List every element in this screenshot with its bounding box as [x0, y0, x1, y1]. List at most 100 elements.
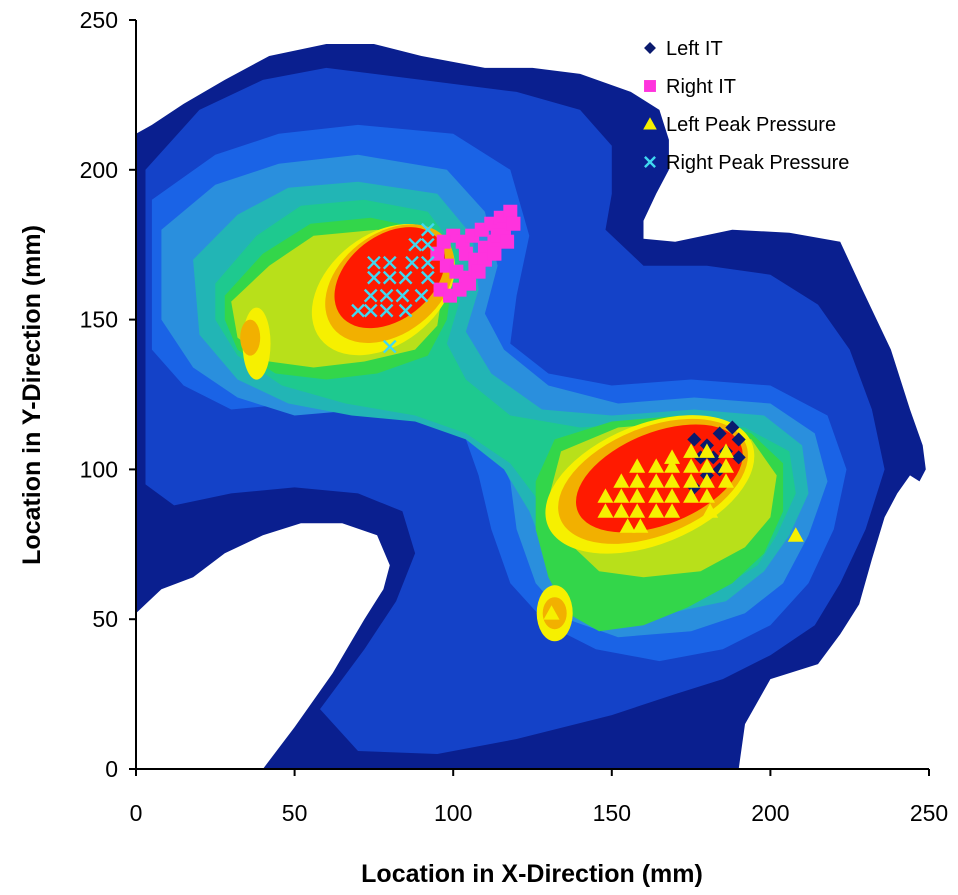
data-point: [702, 503, 719, 518]
data-point: [683, 458, 700, 473]
pressure-contour-map: [136, 44, 926, 769]
data-point: [787, 527, 804, 542]
data-point: [398, 270, 413, 285]
legend-marker: [644, 80, 656, 92]
data-point: [379, 288, 394, 303]
data-point: [367, 270, 381, 285]
y-tick-label: 100: [80, 456, 118, 482]
data-point: [664, 458, 681, 473]
data-point: [382, 255, 397, 270]
data-point: [351, 303, 365, 318]
data-point: [664, 503, 681, 518]
data-point: [687, 432, 702, 447]
data-point: [629, 458, 646, 473]
x-tick-label: 150: [593, 800, 631, 826]
legend-entry: Left IT: [644, 38, 723, 60]
data-point: [717, 473, 734, 488]
data-point: [731, 432, 746, 447]
legend-entry: Right IT: [644, 76, 736, 98]
data-point: [683, 473, 700, 488]
data-point: [506, 216, 521, 231]
x-axis-title: Location in X-Direction (mm): [361, 860, 703, 888]
y-axis-title: Location in Y-Direction (mm): [18, 225, 46, 565]
series-right-it: [430, 204, 521, 303]
legend-entry: Right Peak Pressure: [644, 152, 849, 174]
data-point: [420, 270, 435, 285]
data-point: [648, 473, 665, 488]
data-point: [405, 255, 419, 270]
legend-label: Right Peak Pressure: [666, 152, 849, 174]
x-tick-label: 0: [130, 800, 143, 826]
data-point: [698, 458, 715, 473]
legend-entry: Left Peak Pressure: [643, 114, 836, 136]
data-point: [648, 503, 665, 518]
data-point: [648, 458, 665, 473]
legend-label: Left IT: [666, 38, 723, 60]
data-point: [698, 443, 715, 458]
data-point: [597, 503, 614, 518]
data-point: [629, 503, 646, 518]
data-point: [664, 449, 681, 464]
data-point: [629, 488, 646, 503]
data-point: [487, 246, 502, 261]
contour-level-10c: [240, 319, 261, 356]
data-point: [503, 204, 518, 219]
axes: [135, 20, 929, 770]
data-point: [408, 237, 422, 252]
data-point: [664, 473, 681, 488]
data-point: [664, 488, 681, 503]
x-tick-label: 100: [434, 800, 472, 826]
data-point: [367, 255, 381, 270]
data-point: [379, 303, 394, 318]
legend-marker: [643, 117, 657, 130]
data-point: [698, 488, 715, 503]
data-point: [698, 473, 715, 488]
data-point: [632, 518, 649, 533]
data-point: [382, 339, 397, 354]
data-point: [543, 605, 560, 620]
legend-label: Left Peak Pressure: [666, 114, 836, 136]
data-point: [420, 237, 435, 252]
legend-marker: [644, 42, 656, 54]
data-point: [462, 276, 477, 291]
y-tick-label: 150: [80, 307, 118, 333]
axis-ticks: 0 50 100 150 200 250 0 50 100 150 200 250: [80, 7, 949, 826]
data-point: [613, 503, 630, 518]
data-point: [731, 450, 746, 465]
x-tick-label: 200: [751, 800, 789, 826]
data-marks: [351, 204, 804, 620]
data-point: [683, 488, 700, 503]
legend-label: Right IT: [666, 76, 736, 98]
data-point: [725, 420, 740, 435]
data-point: [471, 264, 486, 279]
y-tick-label: 0: [105, 756, 118, 782]
data-point: [619, 518, 636, 533]
y-tick-label: 50: [92, 606, 118, 632]
data-point: [717, 443, 734, 458]
data-point: [648, 488, 665, 503]
x-tick-label: 250: [910, 800, 948, 826]
data-point: [500, 234, 515, 249]
data-point: [629, 473, 646, 488]
data-point: [414, 288, 429, 303]
data-point: [613, 488, 630, 503]
y-tick-label: 200: [80, 157, 118, 183]
data-point: [613, 473, 630, 488]
data-point: [597, 488, 614, 503]
data-point: [683, 443, 700, 458]
data-point: [363, 303, 378, 318]
data-point: [717, 458, 734, 473]
y-tick-label: 250: [80, 7, 118, 33]
series-right-peak-pressure: [351, 222, 435, 354]
legend: Left IT Right IT Left Peak Pressure Right P…: [643, 38, 849, 174]
data-point: [712, 426, 727, 441]
data-point: [363, 288, 378, 303]
legend-marker: [644, 156, 656, 168]
data-point: [420, 255, 435, 270]
data-point: [436, 234, 451, 249]
x-tick-label: 50: [282, 800, 308, 826]
data-point: [395, 288, 410, 303]
series-left-peak-pressure: [543, 443, 804, 620]
data-point: [398, 303, 413, 318]
